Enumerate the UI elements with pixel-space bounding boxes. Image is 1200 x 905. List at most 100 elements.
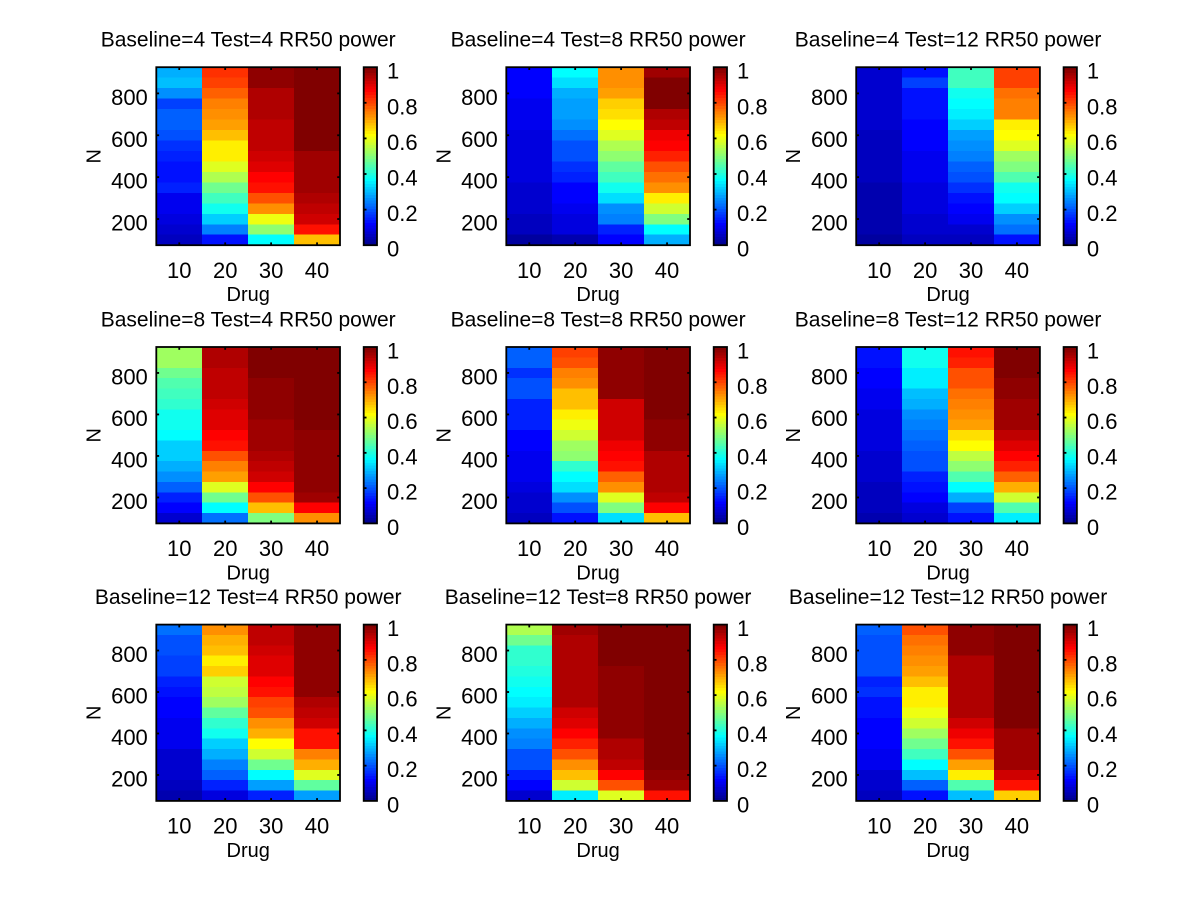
svg-text:0: 0: [387, 237, 399, 262]
svg-text:0: 0: [737, 515, 749, 540]
svg-text:400: 400: [111, 169, 148, 194]
svg-text:40: 40: [1005, 814, 1029, 839]
svg-text:400: 400: [461, 725, 498, 750]
svg-text:40: 40: [655, 536, 679, 561]
svg-text:0.2: 0.2: [737, 480, 768, 505]
svg-text:0.4: 0.4: [1087, 722, 1118, 747]
svg-text:0.2: 0.2: [1087, 757, 1118, 782]
svg-text:600: 600: [111, 127, 148, 152]
svg-text:0.6: 0.6: [387, 130, 418, 155]
svg-text:0.8: 0.8: [1087, 94, 1118, 119]
svg-text:30: 30: [609, 258, 633, 283]
svg-text:0.4: 0.4: [387, 444, 418, 469]
svg-text:30: 30: [609, 536, 633, 561]
svg-text:400: 400: [811, 725, 848, 750]
svg-text:10: 10: [867, 814, 891, 839]
svg-text:0.2: 0.2: [737, 201, 768, 226]
svg-text:0.4: 0.4: [1087, 166, 1118, 191]
svg-text:0.8: 0.8: [737, 94, 768, 119]
svg-text:0: 0: [737, 792, 749, 817]
svg-text:0.4: 0.4: [737, 722, 768, 747]
svg-text:10: 10: [167, 814, 191, 839]
svg-text:0.2: 0.2: [387, 757, 418, 782]
svg-text:40: 40: [305, 536, 329, 561]
svg-text:30: 30: [259, 258, 283, 283]
svg-text:0.8: 0.8: [387, 651, 418, 676]
svg-text:200: 200: [811, 767, 848, 792]
svg-text:0.4: 0.4: [737, 444, 768, 469]
svg-text:200: 200: [811, 211, 848, 236]
svg-text:0: 0: [737, 237, 749, 262]
svg-text:600: 600: [461, 406, 498, 431]
svg-text:Baseline=8 Test=8 RR50 power: Baseline=8 Test=8 RR50 power: [451, 309, 746, 332]
svg-text:600: 600: [111, 406, 148, 431]
svg-text:Drug: Drug: [227, 284, 270, 306]
svg-text:200: 200: [111, 489, 148, 514]
svg-text:0.2: 0.2: [1087, 201, 1118, 226]
svg-text:400: 400: [811, 448, 848, 473]
svg-text:N: N: [83, 428, 105, 442]
svg-text:200: 200: [811, 489, 848, 514]
svg-text:N: N: [783, 706, 805, 720]
svg-text:Drug: Drug: [576, 284, 619, 306]
svg-text:10: 10: [167, 536, 191, 561]
svg-text:1: 1: [387, 339, 399, 364]
svg-text:0: 0: [1087, 792, 1099, 817]
svg-text:0.8: 0.8: [737, 374, 768, 399]
svg-text:10: 10: [867, 536, 891, 561]
svg-text:600: 600: [461, 127, 498, 152]
svg-text:Baseline=8 Test=4 RR50 power: Baseline=8 Test=4 RR50 power: [101, 309, 396, 332]
svg-text:0.8: 0.8: [737, 651, 768, 676]
svg-text:200: 200: [461, 767, 498, 792]
svg-text:0.2: 0.2: [1087, 480, 1118, 505]
svg-text:1: 1: [1087, 616, 1099, 641]
svg-text:Drug: Drug: [926, 840, 969, 862]
svg-text:600: 600: [811, 406, 848, 431]
svg-text:N: N: [433, 428, 455, 442]
svg-text:Baseline=12 Test=12 RR50 power: Baseline=12 Test=12 RR50 power: [789, 586, 1107, 609]
svg-text:20: 20: [913, 258, 937, 283]
svg-text:0.4: 0.4: [387, 722, 418, 747]
svg-text:40: 40: [305, 258, 329, 283]
svg-text:600: 600: [111, 684, 148, 709]
svg-text:N: N: [433, 706, 455, 720]
svg-text:Drug: Drug: [926, 284, 969, 306]
svg-text:N: N: [783, 149, 805, 163]
svg-text:600: 600: [811, 127, 848, 152]
svg-text:1: 1: [387, 616, 399, 641]
svg-text:40: 40: [1005, 536, 1029, 561]
svg-text:0.6: 0.6: [387, 687, 418, 712]
svg-text:0.4: 0.4: [737, 166, 768, 191]
svg-text:0.6: 0.6: [1087, 130, 1118, 155]
svg-text:1: 1: [1087, 339, 1099, 364]
svg-text:800: 800: [461, 642, 498, 667]
svg-text:800: 800: [461, 85, 498, 110]
svg-text:1: 1: [737, 59, 749, 84]
svg-text:800: 800: [461, 364, 498, 389]
svg-text:800: 800: [811, 642, 848, 667]
svg-text:800: 800: [111, 642, 148, 667]
svg-text:20: 20: [563, 258, 587, 283]
svg-text:0: 0: [1087, 515, 1099, 540]
svg-text:0.6: 0.6: [737, 687, 768, 712]
svg-text:1: 1: [387, 59, 399, 84]
svg-text:10: 10: [867, 258, 891, 283]
svg-text:200: 200: [111, 767, 148, 792]
svg-text:Drug: Drug: [576, 840, 619, 862]
svg-text:200: 200: [461, 489, 498, 514]
svg-text:Drug: Drug: [926, 562, 969, 584]
svg-text:Baseline=8 Test=12 RR50 power: Baseline=8 Test=12 RR50 power: [795, 309, 1102, 332]
svg-text:Drug: Drug: [227, 840, 270, 862]
svg-text:0.4: 0.4: [387, 166, 418, 191]
svg-text:Baseline=12 Test=8 RR50 power: Baseline=12 Test=8 RR50 power: [445, 586, 752, 609]
svg-text:400: 400: [461, 448, 498, 473]
svg-text:30: 30: [959, 258, 983, 283]
svg-text:0.6: 0.6: [737, 130, 768, 155]
svg-text:20: 20: [913, 814, 937, 839]
svg-text:600: 600: [461, 684, 498, 709]
svg-text:0.2: 0.2: [737, 757, 768, 782]
svg-text:1: 1: [1087, 59, 1099, 84]
svg-text:0.8: 0.8: [387, 94, 418, 119]
svg-text:40: 40: [305, 814, 329, 839]
svg-text:0.6: 0.6: [1087, 409, 1118, 434]
